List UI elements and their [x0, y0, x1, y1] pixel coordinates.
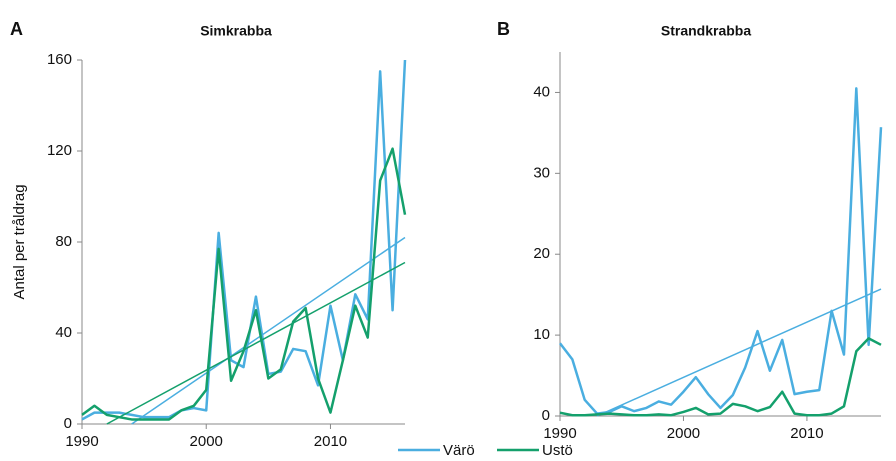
trend-line [106, 261, 406, 425]
x-tick-label: 2010 [790, 425, 823, 442]
x-tick-label: 1990 [65, 433, 98, 450]
y-tick-label: 80 [55, 233, 72, 250]
legend-label: Ustö [542, 442, 573, 459]
y-tick-label: 20 [533, 245, 550, 262]
y-tick-label: 120 [47, 142, 72, 159]
panel-label: B [497, 19, 510, 39]
data-line [559, 87, 883, 415]
data-line [559, 337, 882, 417]
panel-label: A [10, 19, 23, 39]
trend-line [596, 288, 882, 417]
x-tick-label: 2000 [667, 425, 700, 442]
y-tick-label: 40 [533, 83, 550, 100]
y-tick-label: 160 [47, 51, 72, 68]
x-tick-label: 2010 [314, 433, 347, 450]
legend-label: Värö [443, 442, 475, 459]
y-tick-label: 10 [533, 326, 550, 343]
chart-title: Strandkrabba [661, 23, 751, 39]
data-line [81, 147, 407, 421]
x-tick-label: 1990 [543, 425, 576, 442]
y-tick-label: 0 [542, 407, 550, 424]
y-tick-label: 40 [55, 324, 72, 341]
y-tick-label: 0 [64, 415, 72, 432]
y-tick-label: 30 [533, 164, 550, 181]
y-axis-label: Antal per tråldrag [11, 184, 28, 299]
data-line [81, 59, 407, 421]
x-tick-label: 2000 [190, 433, 223, 450]
chart-title: Simkrabba [200, 23, 272, 39]
trend-line [131, 236, 406, 425]
